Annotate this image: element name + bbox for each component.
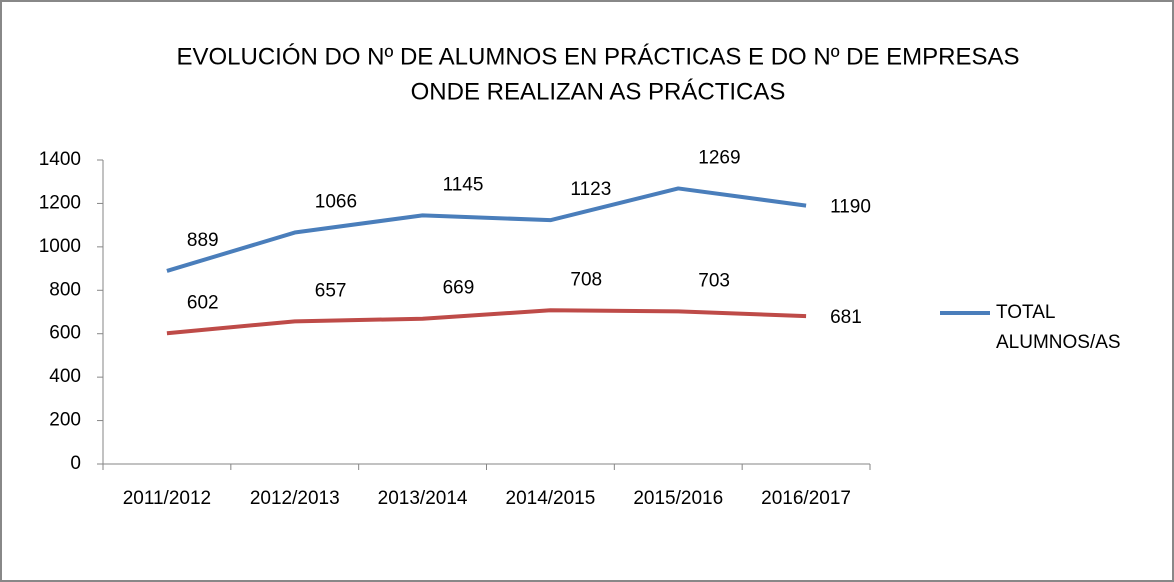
x-tick-label: 2011/2012: [123, 488, 211, 509]
chart-title: EVOLUCIÓN DO Nº DE ALUMNOS EN PRÁCTICAS …: [176, 43, 1019, 70]
chart-title: ONDE REALIZAN AS PRÁCTICAS: [411, 78, 786, 105]
y-tick-label: 1400: [39, 149, 81, 170]
line-series: [166, 308, 807, 336]
y-tick-label: 400: [49, 366, 81, 387]
x-tick-label: 2014/2015: [506, 488, 596, 509]
x-tick-label: 2012/2013: [250, 488, 340, 509]
data-label: 1190: [830, 197, 871, 218]
data-label: 681: [830, 307, 862, 328]
y-tick-label: 1200: [39, 192, 81, 213]
data-label: 602: [187, 292, 219, 313]
line-series: [166, 186, 807, 273]
data-label: 1066: [315, 192, 357, 213]
data-label: 703: [698, 270, 730, 291]
data-label: 889: [187, 230, 219, 251]
legend-label: TOTAL ALUMNOS/AS: [996, 302, 1121, 353]
data-label: 669: [443, 278, 475, 299]
x-tick-label: 2015/2016: [633, 488, 723, 509]
y-tick-label: 600: [49, 323, 81, 344]
y-tick-label: 200: [49, 410, 81, 431]
x-tick-label: 2013/2014: [378, 488, 468, 509]
y-tick-label: 0: [70, 453, 81, 474]
data-label: 1123: [570, 179, 611, 200]
data-label: 708: [570, 269, 602, 290]
y-tick-label: 1000: [39, 236, 81, 257]
data-label: 1269: [698, 147, 740, 168]
data-label: 1145: [443, 174, 484, 195]
y-tick-label: 800: [49, 279, 81, 300]
x-tick-label: 2016/2017: [761, 488, 851, 509]
data-label: 657: [315, 280, 347, 301]
